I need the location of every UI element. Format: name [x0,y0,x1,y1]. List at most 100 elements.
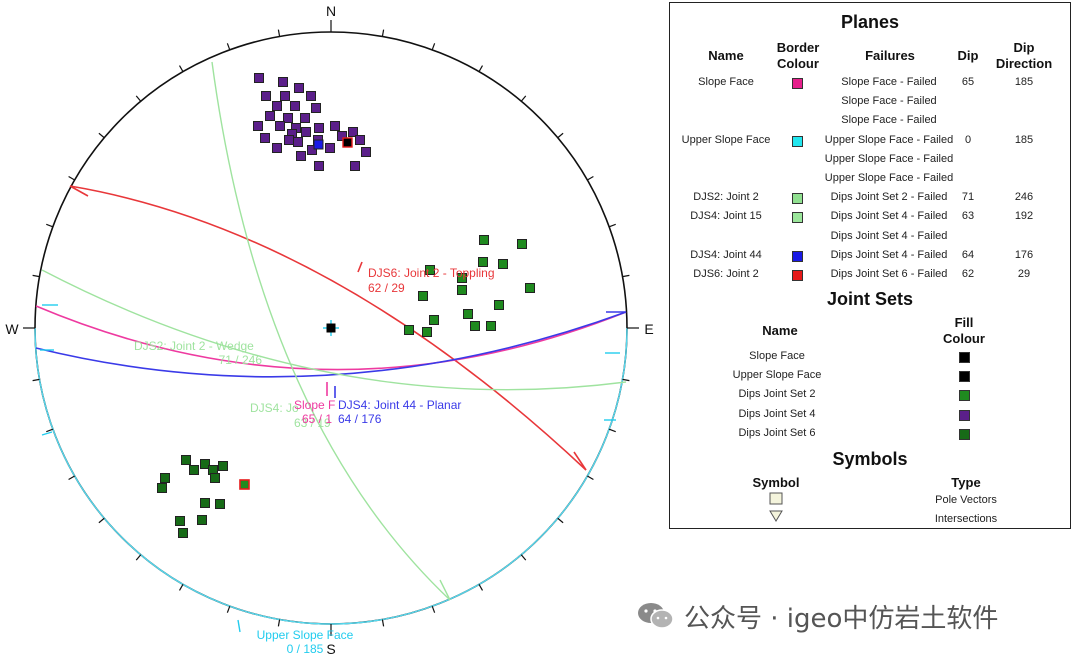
pole-djs4 [296,151,306,161]
azimuth-tick [46,428,54,433]
plane-failure: Upper Slope Face - Failed [824,152,954,165]
plane-failure: Dips Joint Set 2 - Failed [830,191,948,204]
pole-djs4 [301,127,311,137]
azimuth-tick [32,378,40,382]
plane-dip-direction: 246 [1014,191,1034,204]
azimuth-tick [135,554,142,561]
pole-djs6 [200,498,210,508]
plane-dip: 65 [961,76,975,88]
pole-djs2 [478,257,488,267]
legend-panel: Planes Name Border Colour Failures Dip D… [669,2,1071,529]
upper-slope-face-circle [34,327,628,625]
great-circle-djs6-joint-2 [69,185,587,471]
pole-djs4 [294,83,304,93]
plane-name: Upper Slope Face [681,133,771,146]
intersection-tick [237,619,241,633]
pole-djs2 [422,327,432,337]
fill-colour-swatch [959,371,970,383]
azimuth-tick [226,605,231,613]
azimuth-tick [608,223,616,228]
planes-header-name: Name [708,48,744,63]
plane-dip-direction: 29 [1017,268,1031,280]
joint-set-name: Slope Face [749,350,805,362]
azimuth-tick [46,223,54,228]
border-colour-swatch [792,270,803,281]
pole-djs2 [525,283,535,293]
plane-failure: Dips Joint Set 4 - Failed [830,248,948,261]
arrow-head [69,185,89,197]
planes-header-dip: Dip [957,48,979,63]
pole-djs4 [272,101,282,111]
plane-label: 63 / 19 [294,416,331,430]
plane-failure: Upper Slope Face - Failed [824,133,954,146]
plane-label: DJS6: Joint 2 - Toppling [368,266,495,280]
pole-djs6 [178,528,188,538]
plane-name: DJS6: Joint 2 [693,268,759,280]
azimuth-tick [478,65,484,72]
azimuth-tick [381,619,385,627]
joint-sets-title: Joint Sets [826,289,914,309]
plane-failure: Upper Slope Face - Failed [824,172,954,184]
pole-djs6 [197,515,207,525]
great-circle-djs2-joint-2 [211,61,451,601]
pole-djs4 [361,147,371,157]
fill-colour-swatch [959,428,970,440]
fill-colour-swatch [959,352,970,363]
azimuth-tick [557,132,564,139]
plane-failure: Dips Joint Set 4 - Failed [830,229,948,242]
fill-colour-swatch [959,390,970,402]
azimuth-tick [478,584,484,591]
pole-djs6 [200,459,210,469]
plane-name: Slope Face [698,76,754,88]
plane-dip-direction: 185 [1014,133,1034,146]
pole-djs6 [210,473,220,483]
great-circle-slope-face [35,305,627,371]
joint-sets-header-fill: Fill Colour [943,315,985,346]
pole-djs4 [311,103,321,113]
pole-djs2 [494,300,504,310]
pole-djs4 [325,143,335,153]
plane-label: 64 / 176 [338,412,382,426]
pole-djs6-joint-2-highlight [342,137,353,148]
pole-djs2 [486,321,496,331]
pole-djs4 [290,101,300,111]
pole-highlight [239,479,250,490]
plane-failure: Slope Face - Failed [841,95,937,108]
border-colour-swatch [792,250,803,262]
azimuth-tick [68,175,75,181]
plane-label: Upper Slope Face [257,628,354,642]
square-icon [769,492,783,505]
east-label: E [644,321,653,337]
pole-upper-slope-face [326,323,336,333]
pole-djs2 [429,315,439,325]
azimuth-tick [277,29,281,37]
azimuth-tick [226,43,231,51]
pole-djs2 [404,325,414,335]
pole-djs2 [457,285,467,295]
watermark-text: 公众号 · igeo中仿岩土软件 [684,603,999,634]
plane-dip: 71 [961,191,975,204]
plane-dip: 62 [961,268,975,280]
pole-djs4 [307,145,317,155]
azimuth-tick [178,584,184,591]
plane-label: 0 / 185 [287,642,324,656]
west-label: W [5,321,19,337]
pole-djs4 [253,121,263,131]
plane-label: 62 / 29 [368,281,405,295]
plane-dip: 63 [961,210,975,223]
pole-djs4 [293,137,303,147]
pole-djs4 [314,123,324,133]
great-circle-djs4-joint-15 [41,269,627,391]
pole-djs4 [275,121,285,131]
azimuth-tick [557,517,564,524]
wechat-icon [638,603,674,629]
symbols-title: Symbols [832,449,908,469]
plane-label: Slope F [294,398,335,412]
pole-djs4 [330,121,340,131]
pole-djs2 [479,235,489,245]
joint-set-name: Upper Slope Face [732,369,822,382]
azimuth-tick [98,132,105,139]
planes-header-failures: Failures [865,48,915,63]
